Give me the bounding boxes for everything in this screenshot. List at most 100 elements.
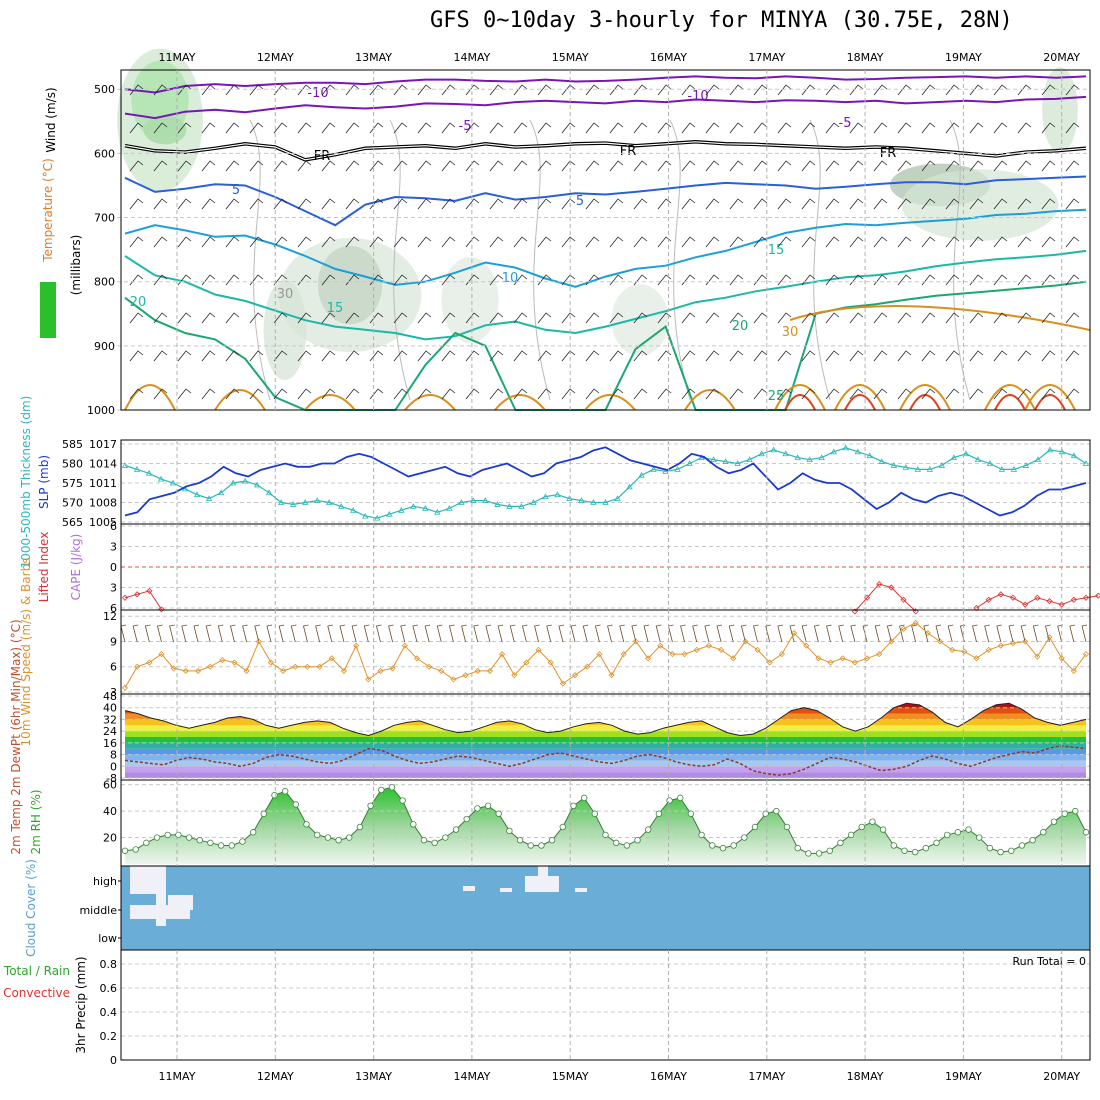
wind-barb (609, 122, 624, 134)
wind-barb (513, 350, 528, 362)
wind-barb-10m (521, 624, 528, 643)
wind-barb (129, 274, 144, 286)
panel-frame-wind (120, 609, 1091, 695)
ylabel-rain: Total / Rain (3, 964, 70, 978)
wind-barb (609, 312, 624, 324)
wind-barb-10m (886, 624, 893, 643)
wind-point (620, 651, 627, 658)
wind-barb (153, 84, 168, 96)
wind-barb (393, 274, 408, 286)
wind-point (815, 655, 822, 662)
wind-point (389, 665, 396, 672)
wind-barb-10m (363, 624, 370, 643)
wind-barb-10m (740, 624, 747, 643)
wind-barb-10m (813, 624, 820, 643)
panel-frame-upper (120, 69, 1091, 411)
wind-barb (1017, 388, 1032, 400)
wind-barb (705, 84, 720, 96)
ylabel-lifted: Lifted Index (37, 532, 51, 603)
wind-point (961, 648, 968, 655)
wind-barb-10m (631, 624, 637, 643)
rh-point (719, 844, 727, 852)
wind-barb-10m (436, 624, 443, 643)
rh-point (1061, 810, 1068, 817)
run-total: Run Total = 0 (1013, 955, 1087, 968)
wind-barb (945, 84, 960, 96)
lifted-index-line (976, 593, 1099, 609)
panel-frame-thick (120, 439, 1091, 525)
wind-barb (969, 350, 984, 362)
wind-barb-10m (826, 624, 832, 643)
wind-barb (609, 350, 624, 362)
wind-barb (153, 198, 168, 210)
isotherm-25 (304, 394, 356, 411)
wind-barb (153, 350, 168, 362)
wind-barb-10m (558, 624, 565, 643)
wind-barb (609, 274, 624, 286)
rh-point (623, 842, 631, 849)
rh-point (442, 834, 449, 841)
wind-barb (753, 236, 768, 248)
cloud-cover-panel: high middle low (79, 866, 1090, 950)
wind-barb (729, 160, 744, 172)
temp-band (125, 731, 1086, 737)
wind-barb (417, 236, 432, 248)
wind-barb (609, 84, 624, 96)
contour-label: 5 (232, 183, 240, 198)
rh-point (602, 831, 609, 839)
wind-barb (249, 160, 264, 172)
wind-point (1034, 653, 1041, 660)
contour-label: 15 (327, 301, 344, 316)
slp-tick: 1008 (89, 497, 117, 510)
precip-tick: 0.8 (100, 958, 118, 971)
wind-barb (777, 350, 792, 362)
lifted-point (1034, 594, 1041, 601)
wind-point (474, 667, 481, 675)
temp-tick: 32 (103, 713, 117, 726)
rh-point (452, 826, 460, 833)
wind-tick: 6 (110, 661, 117, 674)
wind-barb (273, 312, 288, 324)
wind-barb (489, 122, 504, 134)
isotherm-25 (584, 394, 636, 411)
rh-point (954, 829, 962, 836)
wind-barb-10m (594, 624, 601, 643)
wind-barb-10m (607, 624, 613, 643)
wind-barb (657, 198, 672, 210)
wind-barb (225, 84, 240, 96)
wind-barb (129, 388, 144, 400)
wind-barb (753, 312, 768, 324)
wind-barb (153, 236, 168, 248)
isotherm-25 (774, 384, 826, 411)
wind-barb (753, 198, 768, 210)
thickness-point (770, 446, 777, 453)
wind-barb (873, 312, 888, 324)
pressure-tick: 900 (94, 340, 115, 353)
date-label-top: 15MAY (552, 51, 589, 64)
precip-tick: 0.6 (100, 982, 118, 995)
wind-barb (705, 160, 720, 172)
rh-point (858, 823, 865, 831)
wind-barb-10m (667, 624, 674, 643)
wind-barb (249, 274, 264, 286)
wind-barb-10m (716, 624, 723, 643)
wind-barb (273, 198, 288, 210)
wind-barb (561, 198, 576, 210)
wind-barb (681, 388, 696, 400)
wind-barb-10m (862, 624, 869, 643)
rh-point (484, 802, 492, 810)
wind-barb (777, 198, 792, 210)
wind-barb (513, 198, 528, 210)
ylabel-temp2m: 2m Temp 2m DewPt (6hr Min/Max) (°C) (9, 619, 23, 854)
rh-point (965, 826, 972, 833)
wind-barb (297, 160, 312, 172)
rh-point (538, 842, 545, 849)
wind-barb (1041, 312, 1056, 324)
rh-point (399, 797, 406, 804)
wind-barb (249, 388, 264, 400)
rh-point (997, 848, 1004, 856)
wind-point (401, 642, 408, 649)
wind-barb-10m (777, 624, 783, 643)
wind-barb (825, 312, 840, 324)
rh-point (196, 836, 203, 844)
